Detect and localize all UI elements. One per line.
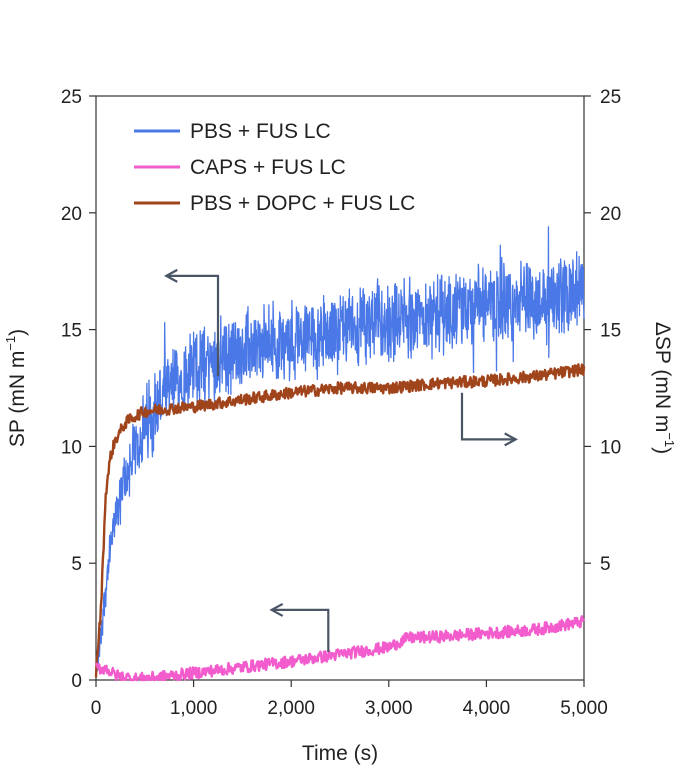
y-axis-label-right-sup: −1 <box>662 432 677 447</box>
y-left-tick-label: 15 <box>61 321 82 342</box>
y-right-tick-label: 20 <box>600 204 621 225</box>
y-left-tick-label: 20 <box>61 204 82 225</box>
plot-frame <box>95 95 585 681</box>
x-tick-label: 2,000 <box>267 698 315 719</box>
y-right-tick-label: 5 <box>600 554 611 575</box>
axis-ticks: 0 1,000 2,000 3,000 4,000 5,000 0 5 10 15 20 25 5 10 1… <box>61 87 621 719</box>
y-left-tick-label: 25 <box>61 87 82 108</box>
y-left-tick-label: 0 <box>71 671 82 692</box>
y-right-tick-label: 10 <box>600 437 621 458</box>
legend-label: PBS + DOPC + FUS LC <box>190 192 415 215</box>
x-tick-label: 5,000 <box>560 698 608 719</box>
series-line-pbs-dopc-fus-lc <box>94 363 586 678</box>
y-right-tick-label: 15 <box>600 321 621 342</box>
y-axis-label-left-sup: −1 <box>3 336 18 351</box>
x-tick-label: 0 <box>91 698 102 719</box>
y-left-tick-label: 10 <box>61 437 82 458</box>
series-line-pbs-fus-lc <box>95 226 585 672</box>
axis-arrow-3 <box>269 602 330 652</box>
x-tick-label: 3,000 <box>365 698 413 719</box>
y-axis-label-right: ΔSP (mN m−1) <box>651 322 677 454</box>
legend: PBS + FUS LC CAPS + FUS LC PBS + DOPC + FU… <box>134 120 415 215</box>
axis-arrow-1 <box>163 268 220 377</box>
series-line-caps-fus-lc <box>94 615 586 682</box>
x-tick-label: 1,000 <box>170 698 218 719</box>
axis-arrow-2 <box>460 392 518 447</box>
x-axis-label: Time (s) <box>302 742 378 765</box>
legend-label: CAPS + FUS LC <box>190 156 346 179</box>
y-right-tick-label: 25 <box>600 87 621 108</box>
annotation-arrows <box>163 268 518 652</box>
legend-label: PBS + FUS LC <box>190 120 331 143</box>
y-left-tick-label: 5 <box>71 554 82 575</box>
x-tick-label: 4,000 <box>463 698 511 719</box>
y-axis-label-left: SP (mN m−1) <box>3 329 29 447</box>
series-layer <box>94 226 586 682</box>
